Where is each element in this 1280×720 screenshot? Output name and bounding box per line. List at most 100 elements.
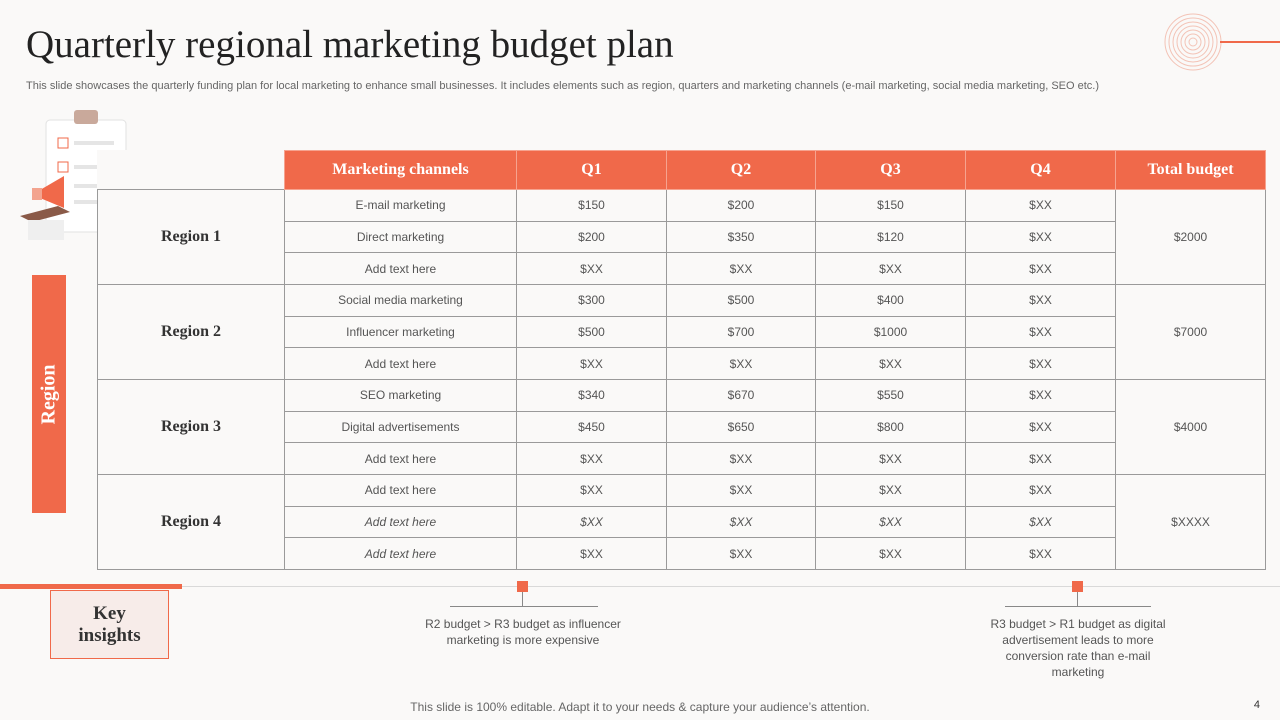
- table-row: Add text here $XX $XX $XX $XX: [98, 505, 1266, 539]
- q1-cell: $XX: [516, 537, 667, 570]
- table-row: Add text here $XX $XX $XX $XX: [98, 537, 1266, 570]
- header-blank-cell: [98, 151, 285, 190]
- channel-cell: Add text here: [284, 473, 517, 507]
- channel-cell: Add text here: [284, 347, 517, 380]
- header-q3: Q3: [815, 150, 966, 190]
- q1-cell: $XX: [516, 473, 667, 507]
- region-name: Region 1: [97, 189, 285, 285]
- q3-cell: $XX: [815, 252, 966, 285]
- insight-rule-left: [450, 606, 598, 607]
- insight-left-text: R2 budget > R3 budget as influencer mark…: [425, 617, 621, 647]
- table-row: Region 1 E-mail marketing $150 $200 $150…: [97, 189, 1266, 285]
- channel-cell: Digital advertisements: [284, 410, 517, 444]
- total-budget-cell: $XXXX: [1115, 473, 1266, 571]
- table-row: Region 2 Social media marketing $300 $50…: [97, 283, 1266, 380]
- table-row: Region 3 SEO marketing $340 $670 $550 $X…: [97, 378, 1266, 475]
- q4-cell: $XX: [965, 252, 1116, 285]
- region-side-label: Region: [32, 275, 66, 513]
- table-header-row: Marketing channels Q1 Q2 Q3 Q4 Total bud…: [98, 150, 1266, 190]
- q3-cell: $550: [815, 378, 966, 412]
- key-insights-label-line1: Key: [93, 602, 126, 624]
- q1-cell: $340: [516, 378, 667, 412]
- q2-cell: $XX: [666, 473, 816, 507]
- channel-cell: Add text here: [284, 442, 517, 475]
- q3-cell: $800: [815, 410, 966, 444]
- q4-cell: $XX: [965, 505, 1116, 539]
- q2-cell: $XX: [666, 505, 816, 539]
- q1-cell: $200: [516, 220, 667, 254]
- q3-cell: $XX: [815, 473, 966, 507]
- budget-table: Marketing channels Q1 Q2 Q3 Q4 Total bud…: [97, 150, 1266, 571]
- channel-cell: Add text here: [284, 537, 517, 570]
- insight-rule-right: [1005, 606, 1151, 607]
- channel-cell: E-mail marketing: [284, 189, 517, 222]
- q4-cell: $XX: [965, 347, 1116, 380]
- q1-cell: $XX: [516, 347, 667, 380]
- table-row: Direct marketing $200 $350 $120 $XX: [98, 220, 1266, 254]
- q4-cell: $XX: [965, 378, 1116, 412]
- channel-cell: Direct marketing: [284, 220, 517, 254]
- q3-cell: $XX: [815, 505, 966, 539]
- table-row: Add text here $XX $XX $XX $XX: [98, 252, 1266, 285]
- channel-cell: SEO marketing: [284, 378, 517, 412]
- q2-cell: $XX: [666, 442, 816, 475]
- q2-cell: $670: [666, 378, 816, 412]
- insight-marker-left: [517, 581, 528, 592]
- q4-cell: $XX: [965, 410, 1116, 444]
- q2-cell: $XX: [666, 537, 816, 570]
- q4-cell: $XX: [965, 220, 1116, 254]
- channel-cell: Influencer marketing: [284, 315, 517, 349]
- title-accent-line: [1220, 41, 1280, 43]
- q2-cell: $650: [666, 410, 816, 444]
- page-number: 4: [1253, 699, 1260, 711]
- q3-cell: $XX: [815, 442, 966, 475]
- channel-cell: Social media marketing: [284, 283, 517, 317]
- header-q2: Q2: [666, 150, 816, 190]
- total-budget-cell: $7000: [1115, 283, 1266, 380]
- total-budget-cell: $2000: [1115, 189, 1266, 285]
- q2-cell: $350: [666, 220, 816, 254]
- table-row: Digital advertisements $450 $650 $800 $X…: [98, 410, 1266, 444]
- total-budget-cell: $4000: [1115, 378, 1266, 475]
- region-name: Region 4: [97, 473, 285, 571]
- q1-cell: $XX: [516, 505, 667, 539]
- q4-cell: $XX: [965, 537, 1116, 570]
- key-insights-box: Key insights: [50, 590, 169, 659]
- q1-cell: $300: [516, 283, 667, 317]
- q3-cell: $120: [815, 220, 966, 254]
- key-insights-label-line2: insights: [78, 624, 141, 646]
- q2-cell: $XX: [666, 347, 816, 380]
- q3-cell: $XX: [815, 347, 966, 380]
- q1-cell: $XX: [516, 442, 667, 475]
- header-marketing-channels: Marketing channels: [284, 150, 517, 190]
- table-row: Influencer marketing $500 $700 $1000 $XX: [98, 315, 1266, 349]
- insight-right-text: R3 budget > R1 budget as digital adverti…: [990, 617, 1166, 679]
- q4-cell: $XX: [965, 473, 1116, 507]
- insight-connector-right: [1077, 592, 1078, 606]
- q4-cell: $XX: [965, 315, 1116, 349]
- q4-cell: $XX: [965, 442, 1116, 475]
- q3-cell: $400: [815, 283, 966, 317]
- q2-cell: $700: [666, 315, 816, 349]
- region-name: Region 2: [97, 283, 285, 380]
- separator-accent: [0, 584, 182, 589]
- q4-cell: $XX: [965, 189, 1116, 222]
- header-total-budget: Total budget: [1115, 150, 1266, 190]
- region-name: Region 3: [97, 378, 285, 475]
- channel-cell: Add text here: [284, 252, 517, 285]
- q3-cell: $XX: [815, 537, 966, 570]
- channel-cell: Add text here: [284, 505, 517, 539]
- q1-cell: $150: [516, 189, 667, 222]
- region-side-label-text: Region: [37, 364, 60, 424]
- separator-line: [182, 586, 1280, 587]
- q3-cell: $150: [815, 189, 966, 222]
- slide-footer: This slide is 100% editable. Adapt it to…: [410, 700, 870, 714]
- slide-title: Quarterly regional marketing budget plan: [26, 23, 674, 66]
- q1-cell: $XX: [516, 252, 667, 285]
- header-q4: Q4: [965, 150, 1116, 190]
- insight-connector-left: [522, 592, 523, 606]
- header-q1: Q1: [516, 150, 667, 190]
- table-row: Add text here $XX $XX $XX $XX: [98, 442, 1266, 475]
- target-circles-icon: [1164, 13, 1222, 71]
- megaphone-icon: [20, 176, 70, 240]
